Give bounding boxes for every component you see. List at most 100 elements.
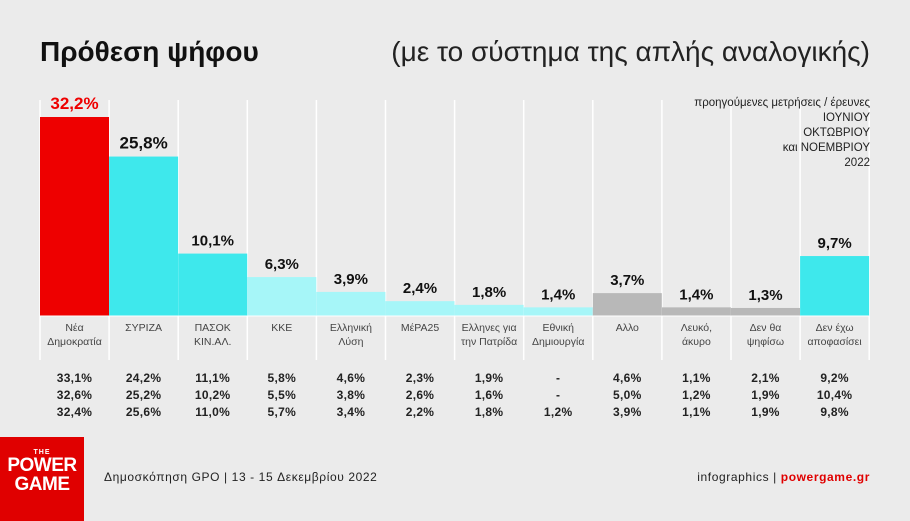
previous-measurement-value: 1,6% bbox=[474, 388, 504, 402]
category-label: Δημιουργία bbox=[532, 336, 584, 348]
bar bbox=[247, 277, 317, 316]
data-label: 3,9% bbox=[334, 271, 368, 288]
category-label: Νέα bbox=[65, 322, 83, 334]
category-label: την Πατρίδα bbox=[461, 336, 517, 348]
previous-measurement-value: 1,9% bbox=[751, 388, 780, 402]
data-label: 3,7% bbox=[610, 272, 644, 289]
bar bbox=[661, 307, 731, 316]
previous-measurement-value: 1,9% bbox=[751, 405, 780, 419]
previous-measurement-value: 5,0% bbox=[613, 388, 642, 402]
category-label: Αλλο bbox=[616, 322, 639, 334]
bar bbox=[178, 253, 248, 316]
previous-measurement-value: 11,1% bbox=[195, 371, 231, 385]
logo-game: GAME bbox=[14, 474, 71, 495]
category-label: Λύση bbox=[338, 336, 363, 348]
category-label: Δεν θα bbox=[750, 322, 782, 334]
bar bbox=[454, 304, 524, 316]
previous-measurement-row: 33,1% 24,2% 11,1% 5,8% 4,6% 2,3% 1,9% - 4,6% 1,1%… bbox=[0, 371, 910, 387]
logo-power: POWER bbox=[7, 455, 77, 476]
previous-measurement-value: 1,1% bbox=[682, 371, 711, 385]
previous-measurement-value: 9,8% bbox=[820, 405, 849, 419]
bar bbox=[40, 117, 109, 316]
previous-measurement-value: 5,5% bbox=[267, 388, 297, 402]
footer-credit-prefix: infographics | bbox=[697, 470, 781, 484]
previous-measurement-value: 5,7% bbox=[267, 405, 297, 419]
power-game-logo: THE POWER GAME bbox=[0, 437, 84, 521]
category-label: Δημοκρατία bbox=[47, 336, 102, 348]
previous-measurement-value: 2,3% bbox=[405, 371, 435, 385]
note-line: ΟΚΤΩΒΡΙΟΥ bbox=[803, 127, 870, 139]
category-label: αποφασίσει bbox=[807, 336, 862, 348]
data-label: 2,4% bbox=[403, 280, 437, 297]
previous-measurement-value: 25,6% bbox=[125, 405, 162, 419]
previous-measurement-value: - bbox=[556, 388, 561, 402]
data-label: 1,8% bbox=[472, 284, 506, 301]
data-label: 25,8% bbox=[119, 134, 167, 153]
bar bbox=[385, 301, 455, 316]
previous-measurement-value: 32,4% bbox=[56, 405, 93, 419]
data-label: 10,1% bbox=[191, 233, 234, 250]
footer-source: Δημοσκόπηση GPO | 13 - 15 Δεκεμβρίου 202… bbox=[104, 470, 378, 484]
previous-measurement-value: 3,8% bbox=[336, 388, 366, 402]
bar bbox=[800, 256, 870, 316]
vote-intention-bar-chart: 32,2% Νέα Δημοκρατία 25,8% ΣΥΡΙΖΑ 10,1% ΠΑΣΟΚ Κ… bbox=[39, 94, 870, 360]
previous-measurement-value: 2,2% bbox=[405, 405, 435, 419]
page-title: Πρόθεση ψήφου bbox=[40, 36, 259, 67]
data-label: 9,7% bbox=[817, 235, 851, 252]
previous-measurement-value: 3,4% bbox=[336, 405, 366, 419]
previous-measurement-value: 25,2% bbox=[125, 388, 162, 402]
category-label: ΚΚΕ bbox=[271, 322, 292, 334]
category-label: Εθνική bbox=[542, 322, 574, 334]
previous-measurement-value: 1,2% bbox=[682, 388, 711, 402]
note-line: και ΝΟΕΜΒΡΙΟΥ bbox=[782, 142, 870, 154]
previous-measurement-value: 5,8% bbox=[267, 371, 297, 385]
logo-the: THE bbox=[33, 449, 51, 456]
previous-measurement-value: 1,9% bbox=[474, 371, 504, 385]
category-label: άκυρο bbox=[682, 336, 711, 348]
previous-measurement-row: 32,6% 25,2% 10,2% 5,5% 3,8% 2,6% 1,6% - 5,0% 1,2%… bbox=[0, 388, 910, 404]
data-label: 32,2% bbox=[50, 94, 98, 113]
previous-measurement-value: - bbox=[556, 371, 561, 385]
category-label: Δεν έχω bbox=[816, 322, 854, 334]
data-label: 1,4% bbox=[679, 286, 713, 303]
footer-site-link[interactable]: powergame.gr bbox=[780, 470, 870, 484]
previous-measurement-value: 1,1% bbox=[682, 405, 711, 419]
bar bbox=[592, 293, 662, 316]
previous-measurement-value: 10,4% bbox=[816, 388, 853, 402]
bar bbox=[523, 307, 593, 316]
previous-measurement-value: 3,9% bbox=[613, 405, 642, 419]
previous-measurement-value: 11,0% bbox=[195, 405, 231, 419]
category-label: ψηφίσω bbox=[747, 336, 784, 348]
previous-measurement-value: 24,2% bbox=[125, 371, 162, 385]
previous-measurement-value: 4,6% bbox=[613, 371, 642, 385]
previous-measurement-value: 9,2% bbox=[820, 371, 849, 385]
note-line: προηγούμενες μετρήσεις / έρευνες bbox=[694, 97, 870, 109]
category-label: ΚΙΝ.ΑΛ. bbox=[194, 336, 231, 348]
footer-credit: infographics | powergame.gr bbox=[697, 470, 870, 484]
note-line: 2022 bbox=[844, 157, 870, 169]
category-label: ΠΑΣΟΚ bbox=[195, 322, 231, 334]
bar bbox=[109, 156, 179, 316]
page-subtitle: (με το σύστημα της απλής αναλογικής) bbox=[391, 36, 870, 67]
previous-measurement-value: 10,2% bbox=[194, 388, 231, 402]
previous-measurement-row: 32,4% 25,6% 11,0% 5,7% 3,4% 2,2% 1,8% 1,2% 3,9% 1… bbox=[0, 405, 910, 421]
previous-measurement-value: 32,6% bbox=[56, 388, 93, 402]
bar bbox=[731, 307, 800, 316]
data-label: 6,3% bbox=[265, 256, 299, 273]
previous-measurement-value: 4,6% bbox=[336, 371, 366, 385]
previous-measurements-note: προηγούμενες μετρήσεις / έρευνες ΙΟΥΝΙΟΥ… bbox=[610, 96, 870, 171]
previous-measurement-value: 2,6% bbox=[405, 388, 435, 402]
category-label: Ελληνική bbox=[330, 322, 372, 334]
previous-measurement-value: 1,2% bbox=[543, 405, 573, 419]
previous-measurement-value: 2,1% bbox=[751, 371, 780, 385]
previous-measurement-value: 1,8% bbox=[474, 405, 504, 419]
previous-measurement-value: 33,1% bbox=[56, 371, 93, 385]
category-label: Λευκό, bbox=[681, 322, 712, 334]
category-label: Ελληνες για bbox=[462, 322, 517, 334]
bar bbox=[316, 291, 386, 316]
data-label: 1,3% bbox=[748, 287, 782, 304]
note-line: ΙΟΥΝΙΟΥ bbox=[822, 112, 870, 124]
data-label: 1,4% bbox=[541, 286, 575, 303]
category-label: ΜέΡΑ25 bbox=[401, 322, 439, 334]
category-label: ΣΥΡΙΖΑ bbox=[125, 322, 162, 334]
